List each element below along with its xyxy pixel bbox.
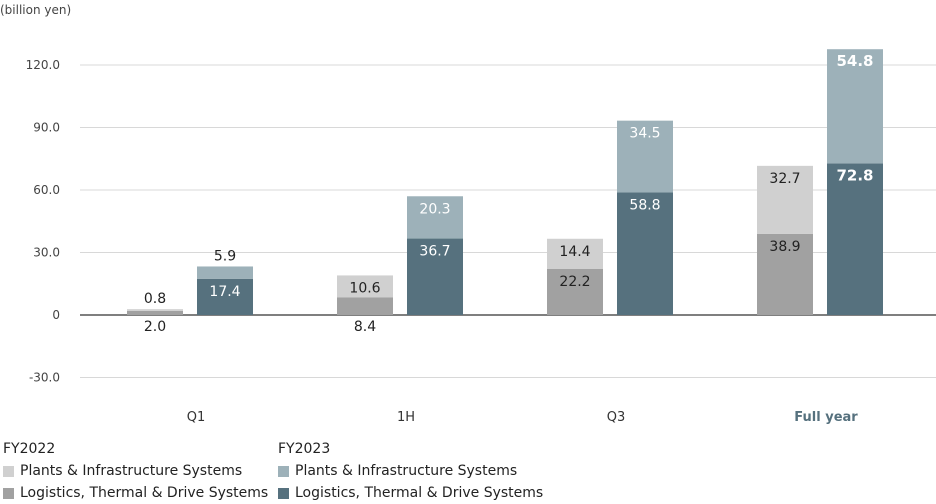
bar-fy2023-plants-2	[617, 120, 673, 193]
y-tick-label: 0	[52, 308, 60, 322]
legend-label: Logistics, Thermal & Drive Systems	[295, 485, 544, 501]
legend-swatch	[3, 465, 14, 477]
bar-fy2022-plants-2	[547, 238, 603, 269]
data-label: 54.8	[836, 52, 873, 70]
data-label: 0.8	[144, 291, 166, 307]
legend-label: Plants & Infrastructure Systems	[20, 463, 243, 479]
bar-fy2023-plants-1	[407, 196, 463, 239]
bar-fy2023-plants-0	[197, 266, 253, 279]
legend-label: Plants & Infrastructure Systems	[295, 463, 518, 479]
bar-fy2022-logistics-2	[547, 268, 603, 315]
bar-fy2023-plants-3	[827, 49, 883, 164]
bar-fy2023-logistics-1	[407, 238, 463, 315]
data-label: 22.2	[559, 274, 590, 290]
legend-swatch	[278, 487, 289, 499]
legend-item-fy2023-logistics: Logistics, Thermal & Drive Systems	[278, 482, 543, 504]
data-label: 58.8	[629, 198, 660, 214]
category-label: Q3	[607, 410, 626, 425]
legend-swatch	[278, 465, 289, 477]
legend-fy2023: FY2023 Plants & Infrastructure Systems L…	[278, 438, 543, 504]
data-label: 2.0	[144, 319, 166, 335]
data-label: 34.5	[629, 126, 660, 142]
y-tick-label: -30.0	[29, 370, 60, 384]
bar-fy2022-logistics-0	[127, 310, 183, 315]
y-tick-label: 60.0	[33, 183, 60, 197]
y-tick-label: 90.0	[33, 121, 60, 135]
legend-swatch	[3, 487, 14, 499]
legend-label: Logistics, Thermal & Drive Systems	[20, 485, 269, 501]
legend-item-fy2022-plants: Plants & Infrastructure Systems	[3, 460, 268, 482]
bar-fy2022-logistics-3	[757, 233, 813, 315]
legend-fy2022: FY2022 Plants & Infrastructure Systems L…	[3, 438, 268, 504]
bar-fy2022-logistics-1	[337, 297, 393, 315]
data-label: 20.3	[419, 201, 450, 217]
data-label: 8.4	[354, 319, 376, 335]
data-label: 10.6	[349, 280, 380, 296]
category-label: Full year	[794, 410, 858, 425]
bar-fy2022-plants-0	[127, 309, 183, 311]
data-label: 5.9	[214, 248, 236, 264]
bar-fy2023-logistics-3	[827, 163, 883, 315]
legend-fy2023-title: FY2023	[278, 441, 331, 457]
data-label: 72.8	[836, 166, 873, 184]
bar-chart: (billion yen) 120.0 90.0 60.0 30.0 0 -30.0 2.…	[0, 3, 936, 425]
bar-fy2023-logistics-2	[617, 192, 673, 315]
data-label: 38.9	[769, 239, 800, 255]
data-label: 14.4	[559, 244, 590, 260]
bar-fy2022-plants-3	[757, 165, 813, 234]
legend-fy2022-title: FY2022	[3, 441, 56, 457]
data-label: 36.7	[419, 244, 450, 260]
legend-item-fy2023-plants: Plants & Infrastructure Systems	[278, 460, 543, 482]
unit-label: (billion yen)	[0, 3, 71, 17]
y-tick-label: 30.0	[33, 246, 60, 260]
y-tick-label: 120.0	[26, 58, 60, 72]
legend-item-fy2022-logistics: Logistics, Thermal & Drive Systems	[3, 482, 268, 504]
category-label: 1H	[397, 410, 415, 425]
bar-fy2022-plants-1	[337, 275, 393, 298]
data-label: 32.7	[769, 171, 800, 187]
category-label: Q1	[187, 410, 206, 425]
data-label: 17.4	[209, 284, 240, 300]
bar-fy2023-logistics-0	[197, 278, 253, 315]
